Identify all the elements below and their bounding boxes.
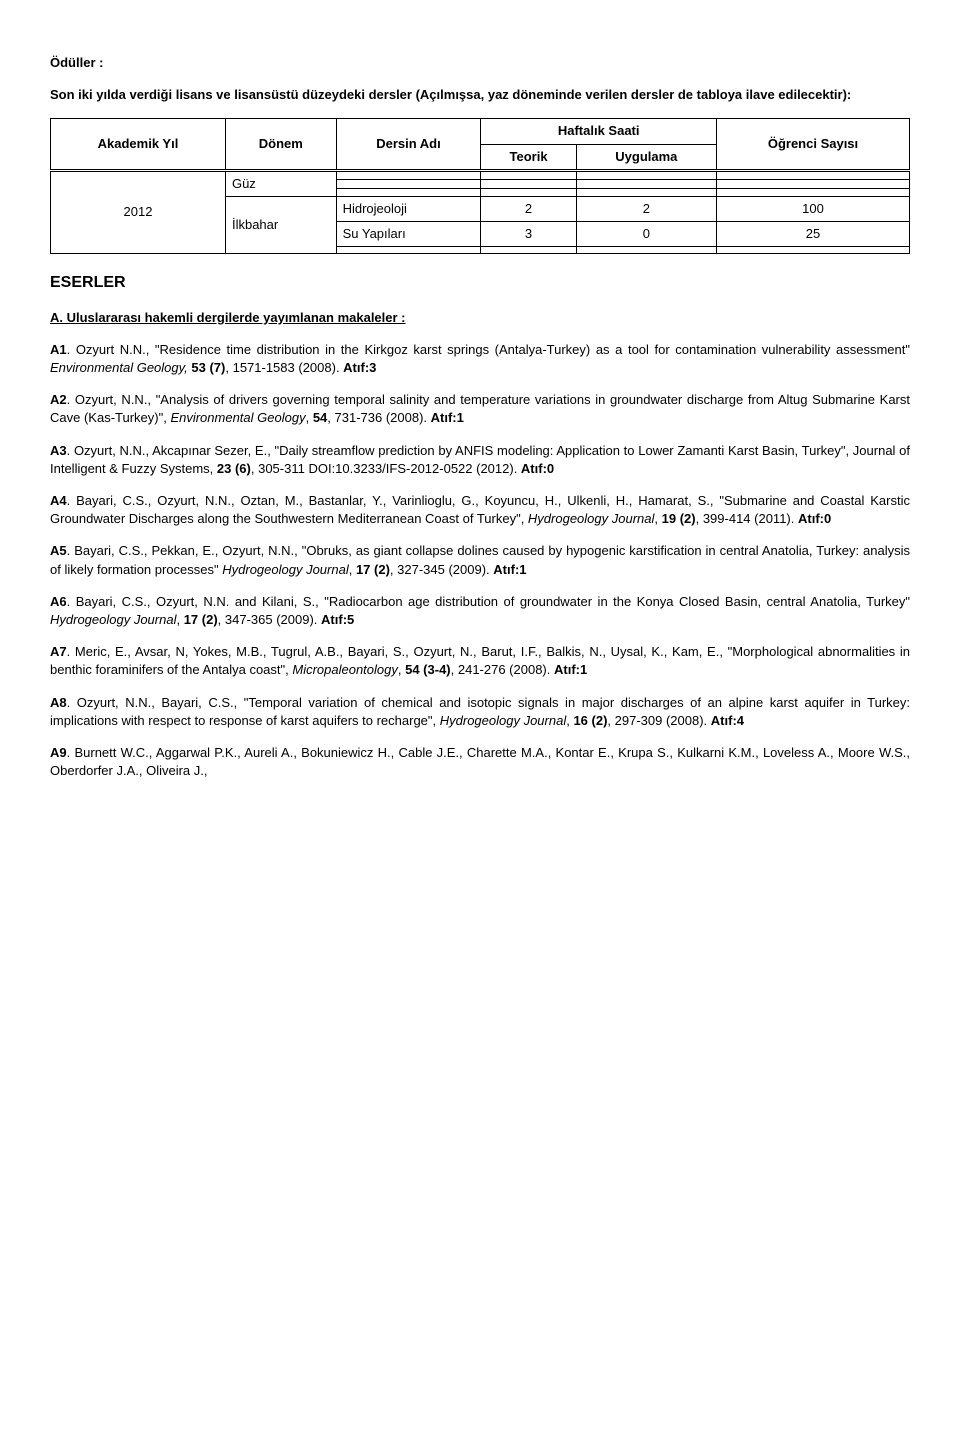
entry-a4: A4. Bayari, C.S., Ozyurt, N.N., Oztan, M… bbox=[50, 492, 910, 528]
a4-journal: Hydrogeology Journal bbox=[528, 511, 654, 526]
a4-vol: 19 (2) bbox=[662, 511, 696, 526]
a5-vol: 17 (2) bbox=[356, 562, 390, 577]
col-term: Dönem bbox=[225, 119, 336, 170]
a4-rest: , bbox=[654, 511, 661, 526]
col-student-count: Öğrenci Sayısı bbox=[717, 119, 910, 170]
a1-rest: , 1571-1583 (2008). bbox=[225, 360, 343, 375]
a7-rest2: , 241-276 (2008). bbox=[451, 662, 554, 677]
cell-course-2: Su Yapıları bbox=[336, 222, 481, 247]
a6-journal: Hydrogeology Journal bbox=[50, 612, 176, 627]
col-weekly-hours: Haftalık Saati bbox=[481, 119, 717, 144]
cell-empty bbox=[717, 180, 910, 188]
cell-r1-s: 100 bbox=[717, 196, 910, 221]
a1-text: . Ozyurt N.N., "Residence time distribut… bbox=[67, 342, 910, 357]
cell-empty bbox=[576, 247, 716, 254]
a9-label: A9 bbox=[50, 745, 67, 760]
cell-r2-u: 0 bbox=[576, 222, 716, 247]
entry-a2: A2. Ozyurt, N.N., "Analysis of drivers g… bbox=[50, 391, 910, 427]
a9-text: . Burnett W.C., Aggarwal P.K., Aureli A.… bbox=[50, 745, 910, 778]
cell-empty bbox=[481, 188, 576, 196]
a6-label: A6 bbox=[50, 594, 67, 609]
col-theoretical: Teorik bbox=[481, 144, 576, 170]
cell-empty bbox=[336, 188, 481, 196]
cell-empty bbox=[576, 188, 716, 196]
entry-a9: A9. Burnett W.C., Aggarwal P.K., Aureli … bbox=[50, 744, 910, 780]
a6-text: . Bayari, C.S., Ozyurt, N.N. and Kilani,… bbox=[67, 594, 910, 609]
a5-label: A5 bbox=[50, 543, 67, 558]
cell-empty bbox=[576, 170, 716, 180]
cell-term-fall: Güz bbox=[225, 170, 336, 196]
col-course-name: Dersin Adı bbox=[336, 119, 481, 170]
a8-rest2: , 297-309 (2008). bbox=[607, 713, 710, 728]
awards-header: Ödüller : bbox=[50, 54, 910, 72]
a5-atif: Atıf:1 bbox=[493, 562, 526, 577]
cell-empty bbox=[481, 247, 576, 254]
a2-vol: 54 bbox=[313, 410, 327, 425]
cell-r2-s: 25 bbox=[717, 222, 910, 247]
entry-a6: A6. Bayari, C.S., Ozyurt, N.N. and Kilan… bbox=[50, 593, 910, 629]
cell-empty bbox=[717, 188, 910, 196]
cell-empty bbox=[481, 170, 576, 180]
a2-atif: Atıf:1 bbox=[431, 410, 464, 425]
a7-label: A7 bbox=[50, 644, 67, 659]
a2-label: A2 bbox=[50, 392, 67, 407]
a1-label: A1 bbox=[50, 342, 67, 357]
a6-rest: , bbox=[176, 612, 183, 627]
a2-journal: Environmental Geology bbox=[170, 410, 305, 425]
entry-a1: A1. Ozyurt N.N., "Residence time distrib… bbox=[50, 341, 910, 377]
a1-journal: Environmental Geology, bbox=[50, 360, 191, 375]
a8-vol: 16 (2) bbox=[573, 713, 607, 728]
a6-atif: Atıf:5 bbox=[321, 612, 354, 627]
a4-label: A4 bbox=[50, 493, 67, 508]
a2-rest: , bbox=[306, 410, 313, 425]
a6-vol: 17 (2) bbox=[184, 612, 218, 627]
cell-empty bbox=[717, 247, 910, 254]
col-practice: Uygulama bbox=[576, 144, 716, 170]
a8-label: A8 bbox=[50, 695, 67, 710]
a1-vol: 53 (7) bbox=[191, 360, 225, 375]
a8-atif: Atıf:4 bbox=[711, 713, 744, 728]
cell-empty bbox=[336, 180, 481, 188]
cell-empty bbox=[717, 170, 910, 180]
intro-text: Son iki yılda verdiği lisans ve lisansüs… bbox=[50, 86, 910, 104]
a7-journal: Micropaleontology bbox=[292, 662, 398, 677]
a5-rest: , bbox=[349, 562, 356, 577]
a6-rest2: , 347-365 (2009). bbox=[218, 612, 321, 627]
entry-a7: A7. Meric, E., Avsar, N, Yokes, M.B., Tu… bbox=[50, 643, 910, 679]
a7-atif: Atıf:1 bbox=[554, 662, 587, 677]
courses-table: Akademik Yıl Dönem Dersin Adı Haftalık S… bbox=[50, 118, 910, 254]
cell-r1-t: 2 bbox=[481, 196, 576, 221]
cell-course-1: Hidrojeoloji bbox=[336, 196, 481, 221]
entry-a5: A5. Bayari, C.S., Pekkan, E., Ozyurt, N.… bbox=[50, 542, 910, 578]
a4-rest2: , 399-414 (2011). bbox=[696, 511, 798, 526]
a5-journal: Hydrogeology Journal bbox=[222, 562, 348, 577]
cell-year: 2012 bbox=[51, 170, 226, 254]
entry-a3: A3. Ozyurt, N.N., Akcapınar Sezer, E., "… bbox=[50, 442, 910, 478]
cell-empty bbox=[576, 180, 716, 188]
a1-atif: Atıf:3 bbox=[343, 360, 376, 375]
cell-r1-u: 2 bbox=[576, 196, 716, 221]
a3-label: A3 bbox=[50, 443, 67, 458]
works-header: ESERLER bbox=[50, 272, 910, 294]
cell-r2-t: 3 bbox=[481, 222, 576, 247]
a3-atif: Atıf:0 bbox=[521, 461, 554, 476]
cell-empty bbox=[481, 180, 576, 188]
cell-empty bbox=[336, 247, 481, 254]
cell-empty bbox=[336, 170, 481, 180]
a8-journal: Hydrogeology Journal bbox=[440, 713, 566, 728]
a2-rest2: , 731-736 (2008). bbox=[327, 410, 430, 425]
cell-term-spring: İlkbahar bbox=[225, 196, 336, 253]
a4-atif: Atıf:0 bbox=[798, 511, 831, 526]
a7-vol: 54 (3-4) bbox=[405, 662, 451, 677]
entry-a8: A8. Ozyurt, N.N., Bayari, C.S., "Tempora… bbox=[50, 694, 910, 730]
a5-rest2: , 327-345 (2009). bbox=[390, 562, 493, 577]
section-a-header: A. Uluslararası hakemli dergilerde yayım… bbox=[50, 309, 910, 327]
col-academic-year: Akademik Yıl bbox=[51, 119, 226, 170]
a3-rest: , 305-311 DOI:10.3233/IFS-2012-0522 (201… bbox=[251, 461, 521, 476]
a3-vol: 23 (6) bbox=[217, 461, 251, 476]
